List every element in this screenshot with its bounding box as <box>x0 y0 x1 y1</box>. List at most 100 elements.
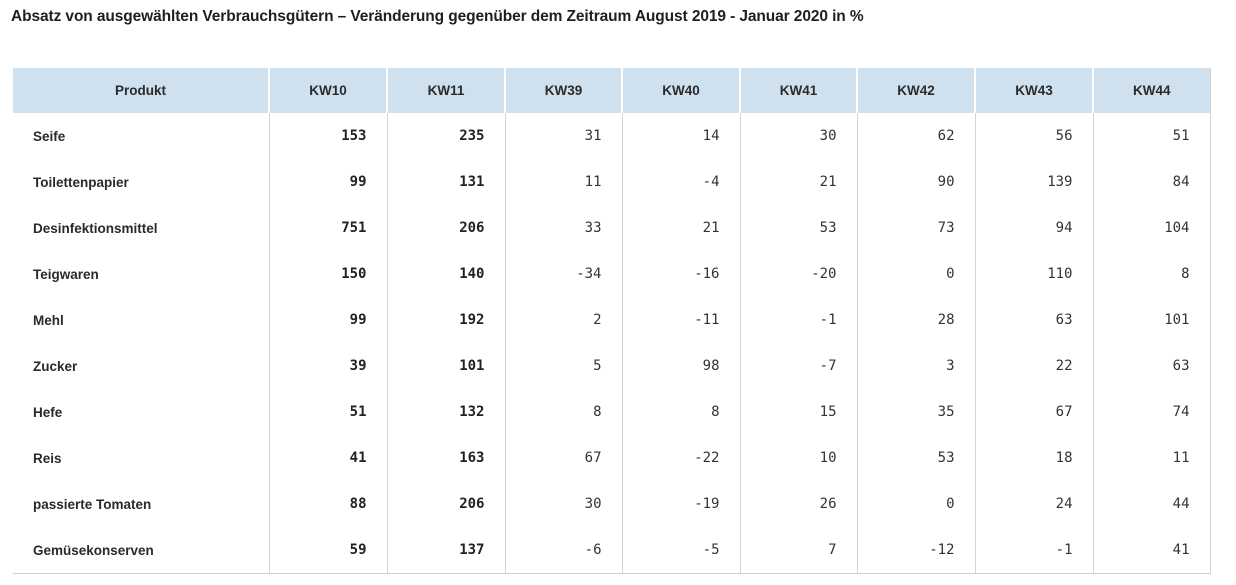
table-cell: 51 <box>1092 113 1210 159</box>
table-row: Mehl 99 192 2 -11 -1 28 63 101 <box>13 297 1210 343</box>
table-row: Toilettenpapier 99 131 11 -4 21 90 139 84 <box>13 159 1210 205</box>
table-cell: -12 <box>856 527 975 574</box>
column-header-kw40: KW40 <box>621 68 740 113</box>
table-cell: 2 <box>504 297 622 343</box>
table-cell: 99 <box>268 297 387 343</box>
column-header-produkt: Produkt <box>13 68 269 113</box>
table-cell: -20 <box>739 251 857 297</box>
table-cell: 3 <box>856 343 975 389</box>
table-cell: 73 <box>856 205 975 251</box>
table-row: Gemüsekonserven 59 137 -6 -5 7 -12 -1 41 <box>13 527 1210 574</box>
column-header-kw10: KW10 <box>268 68 387 113</box>
table-row: Seife 153 235 31 14 30 62 56 51 <box>13 113 1210 159</box>
row-label: Reis <box>33 450 62 466</box>
table-row: Reis 41 163 67 -22 10 53 18 11 <box>13 435 1210 481</box>
table-cell: 11 <box>504 159 622 205</box>
table-cell: 94 <box>974 205 1093 251</box>
table-cell: 14 <box>621 113 740 159</box>
table-cell: 84 <box>1092 159 1210 205</box>
table-cell: 21 <box>621 205 740 251</box>
table-cell: 26 <box>739 481 857 527</box>
table-row: passierte Tomaten 88 206 30 -19 26 0 24 44 <box>13 481 1210 527</box>
table-cell: 153 <box>268 113 387 159</box>
table-cell: 21 <box>739 159 857 205</box>
table-row: Zucker 39 101 5 98 -7 3 22 63 <box>13 343 1210 389</box>
table-cell: 110 <box>974 251 1093 297</box>
table-cell: -1 <box>739 297 857 343</box>
table-cell: 139 <box>974 159 1093 205</box>
row-label: Toilettenpapier <box>33 174 129 190</box>
table-cell: 90 <box>856 159 975 205</box>
table-cell: 140 <box>386 251 505 297</box>
table-cell: 18 <box>974 435 1093 481</box>
table-cell: 7 <box>739 527 857 574</box>
row-label: Mehl <box>33 312 64 328</box>
column-header-kw39: KW39 <box>504 68 622 113</box>
table-cell: 8 <box>621 389 740 435</box>
table-cell: 39 <box>268 343 387 389</box>
data-table: Produkt KW10 KW11 KW39 KW40 KW41 KW42 KW43 KW44 … <box>13 68 1211 574</box>
table-cell: 41 <box>268 435 387 481</box>
table-cell: 101 <box>386 343 505 389</box>
table-cell: 35 <box>856 389 975 435</box>
table-cell: 8 <box>504 389 622 435</box>
table-cell: 30 <box>504 481 622 527</box>
column-header-kw41: KW41 <box>739 68 857 113</box>
table-cell: 44 <box>1092 481 1210 527</box>
row-label: Teigwaren <box>33 266 99 282</box>
table-cell: 206 <box>386 481 505 527</box>
table-cell: -11 <box>621 297 740 343</box>
table-cell: 163 <box>386 435 505 481</box>
table-cell: 28 <box>856 297 975 343</box>
table-cell: 53 <box>856 435 975 481</box>
row-label: Zucker <box>33 358 78 374</box>
table-cell: 88 <box>268 481 387 527</box>
table-cell: 63 <box>974 297 1093 343</box>
row-label: Hefe <box>33 404 63 420</box>
data-table-container: Produkt KW10 KW11 KW39 KW40 KW41 KW42 KW43 KW44 … <box>13 68 1211 574</box>
table-cell: 24 <box>974 481 1093 527</box>
table-cell: 131 <box>386 159 505 205</box>
table-cell: 8 <box>1092 251 1210 297</box>
row-label: Gemüsekonserven <box>13 527 269 574</box>
table-cell: -6 <box>504 527 622 574</box>
table-cell: 22 <box>974 343 1093 389</box>
table-row: Hefe 51 132 8 8 15 35 67 74 <box>13 389 1210 435</box>
table-cell: 0 <box>856 481 975 527</box>
table-cell: 63 <box>1092 343 1210 389</box>
table-row: Desinfektionsmittel 751 206 33 21 53 73 94 104 <box>13 205 1210 251</box>
table-cell: 5 <box>504 343 622 389</box>
column-header-kw42: KW42 <box>856 68 975 113</box>
table-cell: -19 <box>621 481 740 527</box>
table-cell: 101 <box>1092 297 1210 343</box>
row-label: passierte Tomaten <box>33 496 152 512</box>
table-cell: 30 <box>739 113 857 159</box>
table-header-row: Produkt KW10 KW11 KW39 KW40 KW41 KW42 KW43 KW44 <box>13 68 1210 113</box>
column-header-kw44: KW44 <box>1092 68 1210 113</box>
table-cell: 132 <box>386 389 505 435</box>
table-cell: 751 <box>268 205 387 251</box>
table-cell: -22 <box>621 435 740 481</box>
table-cell: -5 <box>621 527 740 574</box>
table-cell: 98 <box>621 343 740 389</box>
table-cell: 192 <box>386 297 505 343</box>
table-cell: 150 <box>268 251 387 297</box>
table-cell: -4 <box>621 159 740 205</box>
table-cell: 62 <box>856 113 975 159</box>
table-cell: 31 <box>504 113 622 159</box>
table-cell: 67 <box>974 389 1093 435</box>
table-cell: 10 <box>739 435 857 481</box>
column-header-kw11: KW11 <box>386 68 505 113</box>
table-cell: 15 <box>739 389 857 435</box>
row-label: Desinfektionsmittel <box>33 220 158 236</box>
table-cell: 53 <box>739 205 857 251</box>
table-cell: 74 <box>1092 389 1210 435</box>
table-cell: -34 <box>504 251 622 297</box>
table-cell: -7 <box>739 343 857 389</box>
table-row: Teigwaren 150 140 -34 -16 -20 0 110 8 <box>13 251 1210 297</box>
table-cell: 0 <box>856 251 975 297</box>
table-cell: -16 <box>621 251 740 297</box>
table-cell: 67 <box>504 435 622 481</box>
table-cell: 235 <box>386 113 505 159</box>
table-cell: 99 <box>268 159 387 205</box>
